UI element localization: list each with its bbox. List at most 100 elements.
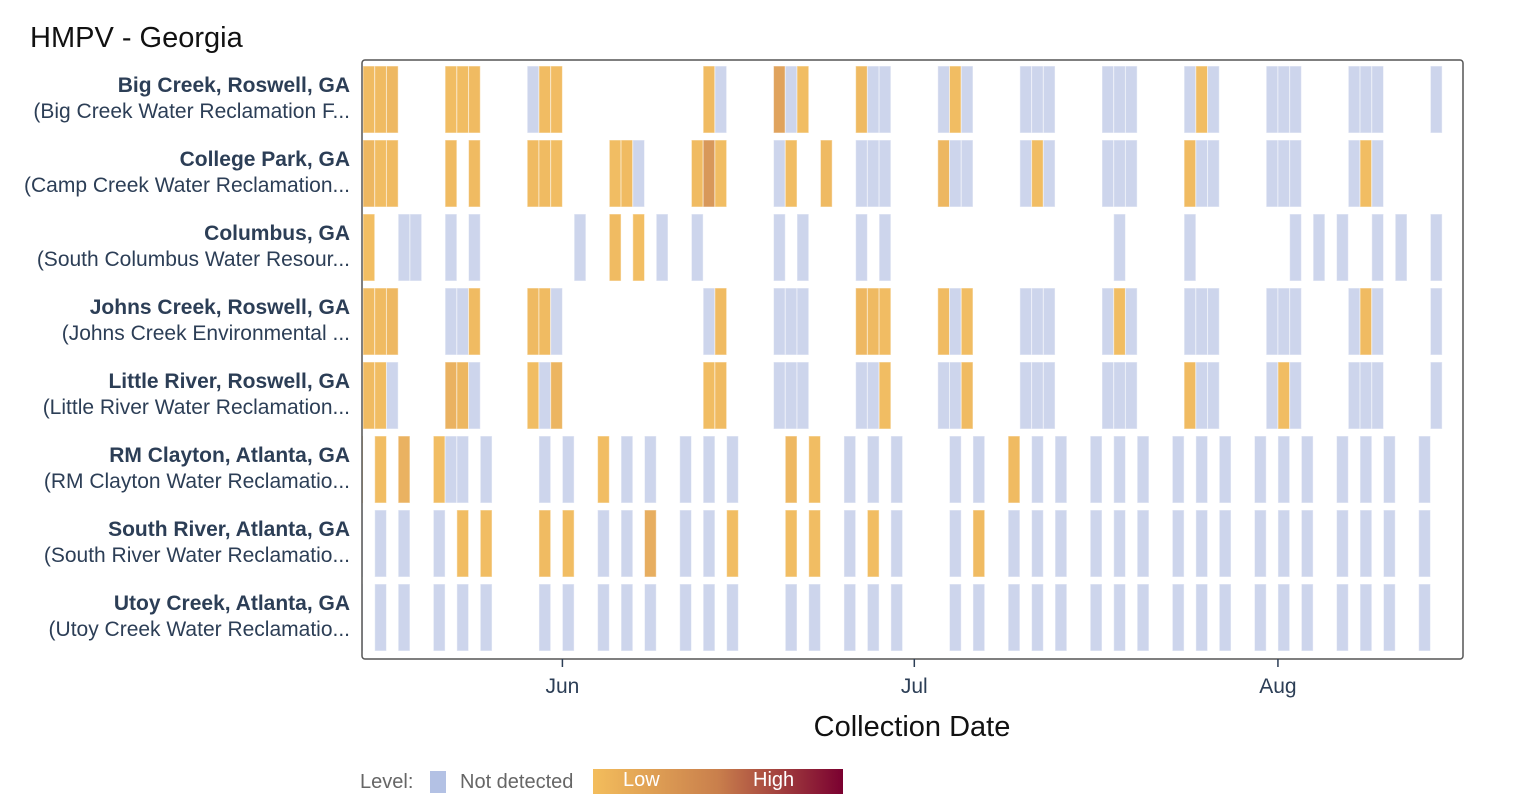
cell-not-detected xyxy=(644,435,657,504)
cell-detected xyxy=(538,65,552,134)
cell-detected xyxy=(1195,65,1209,134)
cell-not-detected xyxy=(1195,361,1209,430)
cell-not-detected xyxy=(1277,583,1291,652)
plot-border xyxy=(361,59,1464,660)
cell-not-detected xyxy=(1136,583,1150,652)
cell-not-detected xyxy=(796,287,810,356)
cell-not-detected xyxy=(397,583,411,652)
cell-not-detected xyxy=(1019,361,1033,430)
cell-not-detected xyxy=(784,583,798,652)
site-name: Utoy Creek, Atlanta, GA xyxy=(113,592,350,615)
legend-high-label: High xyxy=(753,769,795,791)
cell-not-detected xyxy=(784,287,798,356)
cell-detected xyxy=(949,65,962,134)
cell-detected xyxy=(866,287,880,356)
site-name: Big Creek, Roswell, GA xyxy=(117,74,350,97)
cell-detected xyxy=(702,361,716,430)
cell-not-detected xyxy=(409,213,423,282)
facility-name: (Camp Creek Water Reclamation... xyxy=(24,174,350,197)
cell-detected xyxy=(1277,361,1291,430)
cell-detected xyxy=(538,509,552,578)
row-label: RM Clayton, Atlanta, GA (RM Clayton Water… xyxy=(0,443,350,495)
cell-not-detected xyxy=(1429,213,1443,282)
cell-detected xyxy=(374,65,387,134)
cell-not-detected xyxy=(362,583,364,652)
cell-detected xyxy=(550,361,563,430)
cell-not-detected xyxy=(397,509,411,578)
cell-detected xyxy=(526,361,540,430)
cell-not-detected xyxy=(538,361,552,430)
cell-not-detected xyxy=(773,213,786,282)
cell-not-detected xyxy=(1265,65,1279,134)
cell-not-detected xyxy=(1383,509,1396,578)
legend-not-detected-swatch xyxy=(430,771,446,793)
cell-not-detected xyxy=(960,139,974,208)
cell-detected xyxy=(550,65,563,134)
cell-not-detected xyxy=(773,287,786,356)
cell-not-detected xyxy=(1371,65,1385,134)
cell-not-detected xyxy=(1394,213,1408,282)
site-name: Little River, Roswell, GA xyxy=(108,370,350,393)
cell-detected xyxy=(960,361,974,430)
cell-not-detected xyxy=(1101,287,1115,356)
cell-detected xyxy=(714,139,728,208)
cell-detected xyxy=(855,287,868,356)
cell-not-detected xyxy=(1031,509,1044,578)
cell-not-detected xyxy=(1183,287,1197,356)
cell-not-detected xyxy=(702,435,716,504)
cell-not-detected xyxy=(1418,509,1431,578)
cell-not-detected xyxy=(866,139,880,208)
cell-not-detected xyxy=(1195,435,1209,504)
cell-detected xyxy=(456,361,470,430)
cell-detected xyxy=(608,139,622,208)
cell-detected xyxy=(385,287,399,356)
cell-not-detected xyxy=(479,435,493,504)
cell-not-detected xyxy=(1124,65,1138,134)
cell-detected xyxy=(726,509,739,578)
cell-not-detected xyxy=(1101,361,1115,430)
facility-name: (Utoy Creek Water Reclamatio... xyxy=(48,618,350,641)
cell-not-detected xyxy=(866,361,880,430)
cell-detected xyxy=(1183,139,1197,208)
cell-not-detected xyxy=(1336,509,1349,578)
cell-not-detected xyxy=(1218,583,1232,652)
cell-detected xyxy=(1113,287,1126,356)
cell-not-detected xyxy=(1136,435,1150,504)
cell-not-detected xyxy=(843,435,857,504)
cell-not-detected xyxy=(878,139,892,208)
cell-not-detected xyxy=(561,435,575,504)
cell-not-detected xyxy=(1113,435,1126,504)
cell-detected xyxy=(937,287,951,356)
cell-not-detected xyxy=(890,583,904,652)
cell-not-detected xyxy=(1207,361,1220,430)
cell-not-detected xyxy=(784,65,798,134)
cell-not-detected xyxy=(374,583,387,652)
cell-not-detected xyxy=(1113,65,1126,134)
cell-not-detected xyxy=(1054,435,1068,504)
cell-not-detected xyxy=(1101,139,1115,208)
cell-not-detected xyxy=(1277,509,1291,578)
facility-name: (Big Creek Water Reclamation F... xyxy=(33,100,350,123)
legend-level-gradient: Low High xyxy=(593,769,843,794)
cell-not-detected xyxy=(1113,509,1126,578)
cell-detected xyxy=(960,287,974,356)
site-name: Columbus, GA xyxy=(204,222,350,245)
cell-not-detected xyxy=(538,435,552,504)
cell-not-detected xyxy=(1359,435,1373,504)
cell-not-detected xyxy=(937,65,951,134)
cell-not-detected xyxy=(1418,435,1431,504)
cell-detected xyxy=(374,361,387,430)
cell-not-detected xyxy=(456,287,470,356)
cell-not-detected xyxy=(1347,139,1361,208)
cell-detected xyxy=(362,361,376,430)
facility-name: (South River Water Reclamatio... xyxy=(43,544,350,567)
cell-detected xyxy=(784,435,798,504)
cell-detected xyxy=(796,65,810,134)
row-label: South River, Atlanta, GA (South River Wat… xyxy=(0,517,350,569)
cell-not-detected xyxy=(1054,583,1068,652)
cell-not-detected xyxy=(1347,65,1361,134)
cell-not-detected xyxy=(1207,139,1220,208)
cell-not-detected xyxy=(808,583,821,652)
cell-not-detected xyxy=(1253,583,1267,652)
cell-detected xyxy=(1183,361,1197,430)
